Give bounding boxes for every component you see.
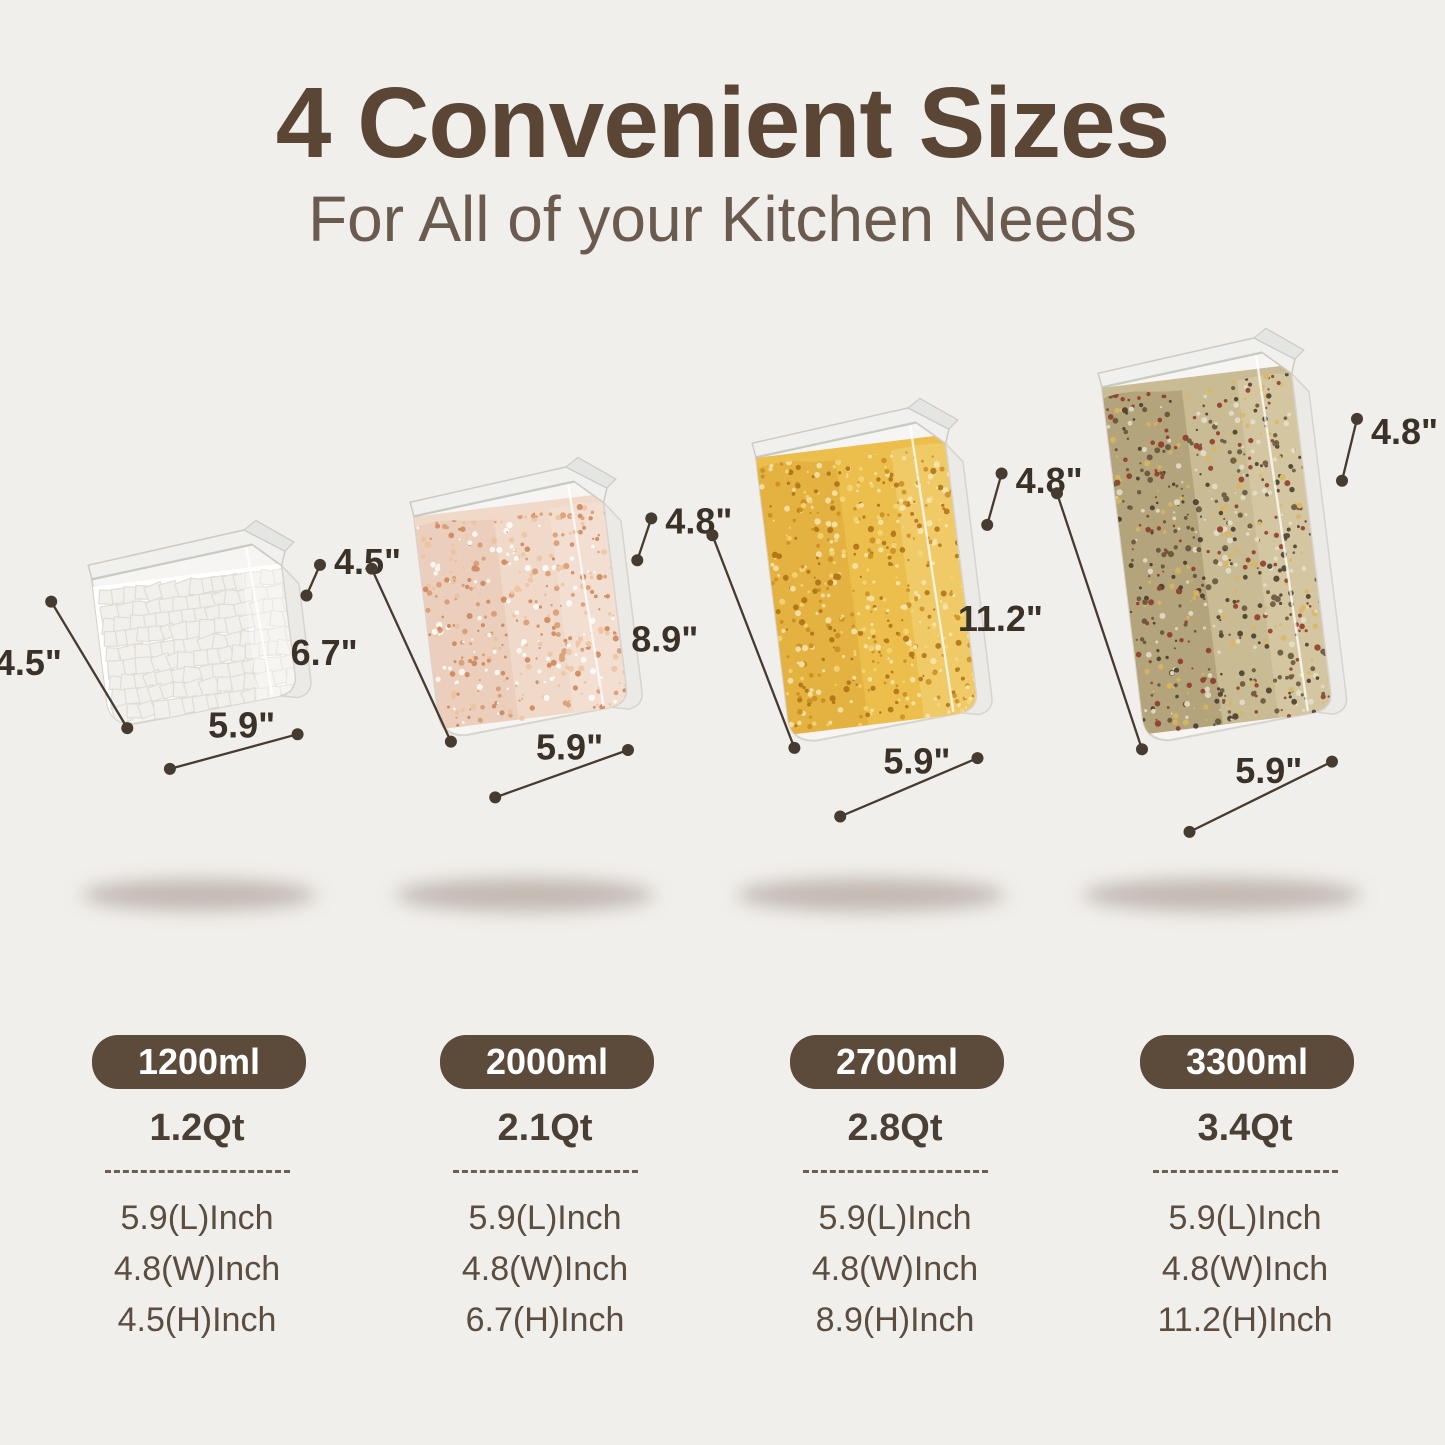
- svg-text:4.8": 4.8": [1371, 411, 1438, 452]
- svg-text:5.9": 5.9": [208, 705, 275, 746]
- svg-text:4.5": 4.5": [334, 541, 401, 582]
- svg-text:5.9": 5.9": [883, 740, 950, 781]
- svg-text:11.2": 11.2": [958, 598, 1043, 639]
- svg-text:4.8": 4.8": [665, 500, 732, 541]
- svg-text:4.8": 4.8": [1016, 460, 1083, 501]
- svg-text:4.5": 4.5": [0, 642, 62, 683]
- svg-text:6.7": 6.7": [291, 632, 358, 673]
- svg-text:5.9": 5.9": [1235, 750, 1302, 791]
- svg-text:5.9": 5.9": [536, 727, 603, 768]
- svg-text:8.9": 8.9": [631, 619, 698, 660]
